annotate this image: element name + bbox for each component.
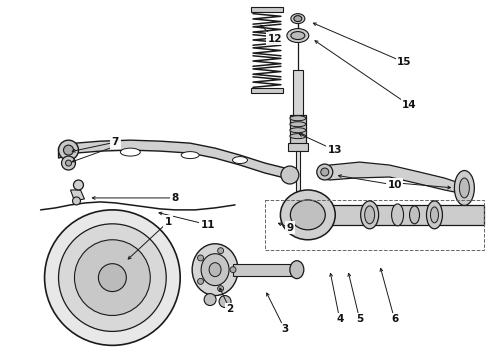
Bar [290,115,306,145]
Bar [265,200,484,250]
Circle shape [73,197,80,205]
Text: 14: 14 [402,100,417,110]
Circle shape [218,285,223,292]
Ellipse shape [201,254,229,285]
Circle shape [230,267,236,273]
Bar [251,88,283,93]
Circle shape [197,255,203,261]
Bar [293,71,303,125]
Circle shape [64,145,74,155]
Polygon shape [58,140,300,180]
Circle shape [281,166,299,184]
Text: 12: 12 [268,33,282,44]
Ellipse shape [291,200,325,230]
Ellipse shape [426,201,442,229]
Circle shape [58,224,166,332]
Circle shape [58,140,78,160]
Circle shape [45,210,180,345]
Ellipse shape [361,201,379,229]
Ellipse shape [365,206,375,224]
Text: 15: 15 [397,58,412,67]
Text: 2: 2 [226,305,234,315]
Ellipse shape [209,263,221,276]
Ellipse shape [287,28,309,42]
Text: 7: 7 [112,137,119,147]
Ellipse shape [290,122,306,127]
Text: 13: 13 [327,145,342,155]
Circle shape [204,293,216,306]
Circle shape [197,278,203,284]
Polygon shape [71,190,84,201]
Ellipse shape [233,157,247,163]
Ellipse shape [290,261,304,279]
Ellipse shape [192,244,238,296]
Text: 3: 3 [281,324,289,334]
Circle shape [317,164,333,180]
Text: 8: 8 [172,193,179,203]
Text: 10: 10 [387,180,402,190]
Ellipse shape [392,204,404,226]
Ellipse shape [410,206,419,224]
Ellipse shape [291,14,305,24]
Ellipse shape [290,128,306,133]
Ellipse shape [291,32,305,40]
Ellipse shape [290,116,306,121]
Ellipse shape [431,207,439,223]
Text: 1: 1 [165,217,172,227]
Circle shape [62,156,75,170]
Circle shape [74,240,150,315]
Bar [296,151,300,191]
Ellipse shape [454,171,474,206]
Text: 6: 6 [391,314,398,324]
Circle shape [218,248,223,254]
Ellipse shape [121,148,140,156]
Circle shape [66,160,72,166]
Circle shape [219,296,231,307]
Text: 4: 4 [336,314,343,324]
Circle shape [98,264,126,292]
Text: 9: 9 [286,223,294,233]
Ellipse shape [181,152,199,159]
Text: 11: 11 [201,220,215,230]
Circle shape [321,168,329,176]
Text: 5: 5 [356,314,363,324]
Ellipse shape [460,178,469,198]
Bar [320,205,484,225]
Ellipse shape [280,190,335,240]
Circle shape [74,180,83,190]
Bar [233,264,293,276]
Polygon shape [318,162,460,193]
Bar [288,143,308,151]
Bar [251,7,283,12]
Ellipse shape [294,15,302,22]
Ellipse shape [290,134,306,139]
